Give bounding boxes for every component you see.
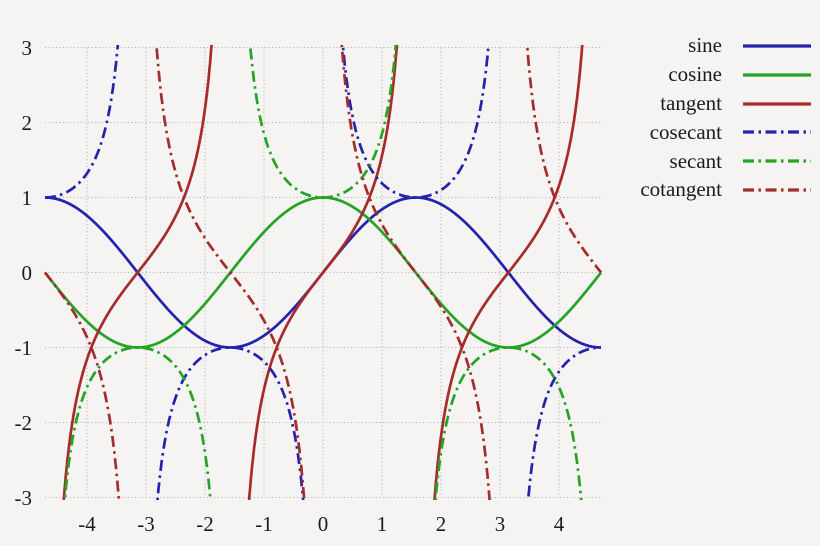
x-tick-label: -4	[78, 512, 96, 536]
legend-item-sine: sine	[640, 32, 812, 61]
cotangent-line-sample	[743, 188, 811, 192]
cosine-line-sample	[743, 73, 811, 77]
legend: sine cosine tangent cosecant secant cotangent	[640, 32, 812, 205]
y-tick-label: 1	[21, 185, 33, 210]
legend-item-tangent: tangent	[640, 89, 812, 118]
legend-label: tangent	[660, 91, 722, 116]
legend-label: cotangent	[640, 177, 722, 202]
legend-label: secant	[669, 148, 722, 173]
legend-label: cosine	[668, 62, 722, 87]
x-tick-label: 4	[553, 512, 565, 536]
x-tick-label: -1	[255, 512, 273, 536]
secant-line-sample	[743, 159, 811, 163]
legend-label: sine	[688, 33, 722, 58]
x-tick-label: 2	[435, 512, 447, 536]
y-tick-label: -3	[14, 485, 33, 510]
tangent-line-sample	[743, 101, 811, 106]
x-tick-label: -3	[137, 512, 155, 536]
curve-secant	[63, 45, 583, 500]
sine-line-sample	[743, 44, 811, 48]
y-tick-label: 0	[21, 260, 33, 285]
x-tick-label: -2	[196, 512, 214, 536]
y-tick-label: -1	[14, 335, 33, 360]
curve-cosecant	[45, 45, 601, 500]
curve-tangent	[62, 45, 584, 500]
legend-label: cosecant	[649, 119, 722, 144]
x-tick-label: 1	[376, 512, 388, 536]
cosecant-line-sample	[743, 130, 811, 134]
y-tick-label: -2	[14, 410, 33, 435]
x-tick-label: 3	[494, 512, 506, 536]
y-tick-label: 2	[21, 110, 33, 135]
x-tick-label: 0	[317, 512, 329, 536]
curves	[43, 45, 603, 500]
legend-item-cotangent: cotangent	[640, 176, 812, 205]
y-tick-label: 3	[21, 35, 33, 60]
legend-item-cosine: cosine	[640, 60, 812, 89]
legend-item-secant: secant	[640, 147, 812, 176]
curve-cotangent	[43, 45, 603, 500]
legend-item-cosecant: cosecant	[640, 118, 812, 147]
